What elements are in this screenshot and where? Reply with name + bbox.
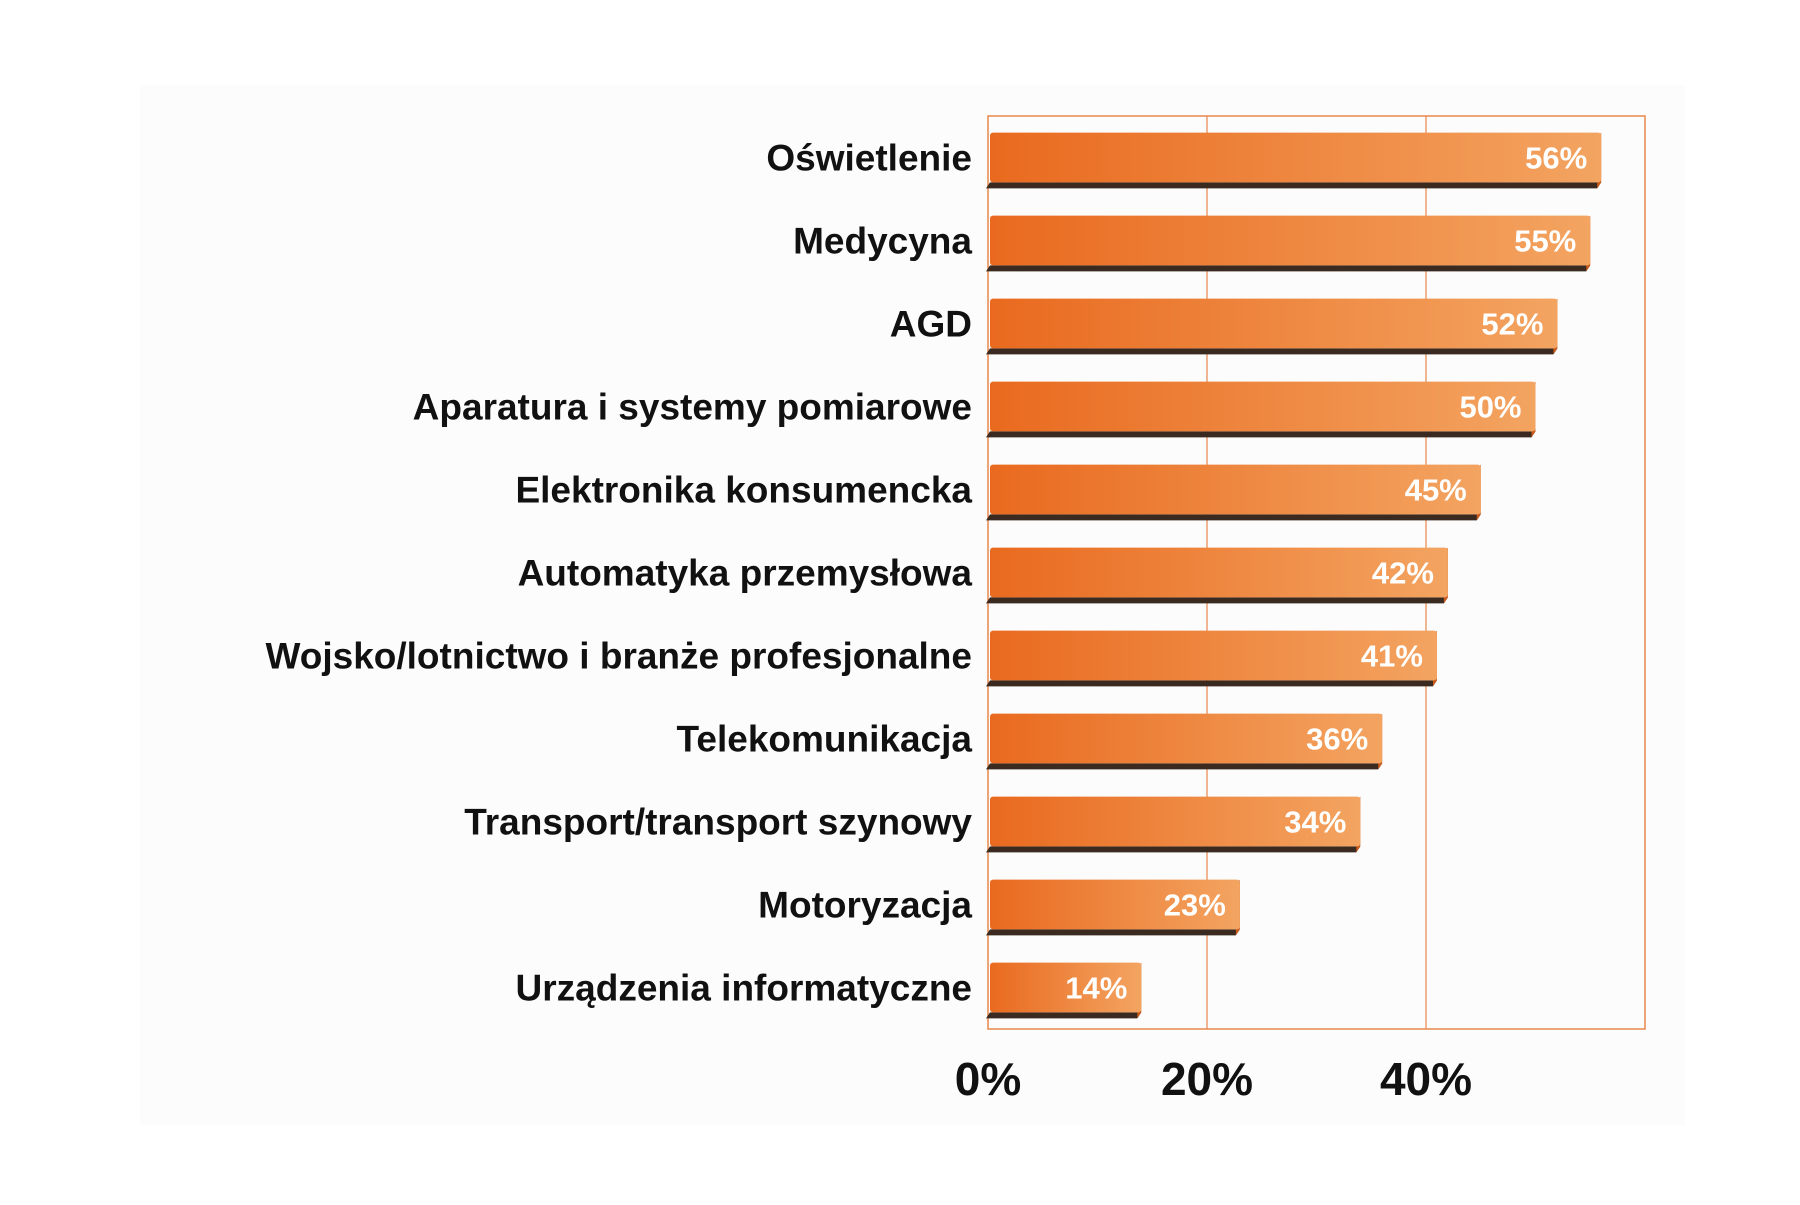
bar-shadow: [986, 265, 1591, 272]
category-label: Telekomunikacja: [677, 719, 973, 760]
bars: 56% 55% 52% 50% 45% 42% 41% 36% 34% 23% 14%: [986, 132, 1602, 1019]
bar-group: 42%: [986, 547, 1448, 604]
bar: [990, 298, 1558, 349]
bar-group: 52%: [986, 298, 1558, 355]
bar: [990, 796, 1361, 847]
bar-group: 45%: [986, 464, 1481, 521]
plot-frame: [987, 115, 1646, 1030]
bar-group: 41%: [986, 630, 1437, 687]
bar-shadow: [986, 431, 1536, 438]
category-label: Automatyka przemysłowa: [518, 553, 973, 594]
bar: [990, 464, 1481, 515]
x-tick-label: 20%: [1161, 1053, 1253, 1105]
bar-shadow: [986, 597, 1448, 604]
bar-shadow: [986, 348, 1558, 355]
bar-group: 55%: [986, 215, 1591, 272]
category-label: Elektronika konsumencka: [515, 470, 972, 511]
category-label: Motoryzacja: [758, 885, 972, 926]
bar-shadow: [986, 929, 1240, 936]
bar-shadow: [986, 514, 1481, 521]
value-label: 55%: [1514, 224, 1576, 259]
bar-shadow: [986, 763, 1383, 770]
value-label: 36%: [1306, 722, 1368, 757]
bar-shadow: [986, 680, 1437, 687]
bar-shadow: [986, 182, 1602, 189]
value-label: 45%: [1405, 473, 1467, 508]
category-label: Transport/transport szynowy: [464, 802, 972, 843]
bar-shadow: [986, 846, 1361, 853]
bar-group: 14%: [986, 962, 1142, 1019]
value-label: 42%: [1372, 556, 1434, 591]
value-label: 41%: [1361, 639, 1423, 674]
bar-shadow: [986, 1012, 1142, 1019]
bar: [990, 962, 1142, 1013]
bar-group: 56%: [986, 132, 1602, 189]
value-label: 14%: [1065, 971, 1127, 1006]
x-tick-label: 0%: [955, 1053, 1021, 1105]
category-label: Aparatura i systemy pomiarowe: [413, 387, 972, 428]
value-label: 23%: [1164, 888, 1226, 923]
bar-group: 36%: [986, 713, 1383, 770]
bar: [990, 132, 1602, 183]
value-label: 56%: [1525, 141, 1587, 176]
x-axis-tick-labels: 0% 20% 40%: [955, 1053, 1472, 1105]
x-tick-label: 40%: [1380, 1053, 1472, 1105]
category-label: Oświetlenie: [766, 138, 972, 179]
bar: [990, 547, 1448, 598]
bar-group: 50%: [986, 381, 1536, 438]
bar: [990, 713, 1383, 764]
bar-group: 34%: [986, 796, 1361, 853]
bar: [990, 215, 1591, 266]
bar-group: 23%: [986, 879, 1240, 936]
category-label: Urządzenia informatyczne: [516, 968, 972, 1009]
value-label: 34%: [1284, 805, 1346, 840]
category-label: AGD: [890, 304, 972, 345]
bar: [990, 381, 1536, 432]
category-labels: Oświetlenie Medycyna AGD Aparatura i system…: [265, 138, 972, 1009]
bar: [990, 879, 1240, 930]
category-label: Medycyna: [793, 221, 972, 262]
value-label: 50%: [1459, 390, 1521, 425]
category-label: Wojsko/lotnictwo i branże profesjonalne: [265, 636, 972, 677]
bar: [990, 630, 1437, 681]
value-label: 52%: [1481, 307, 1543, 342]
